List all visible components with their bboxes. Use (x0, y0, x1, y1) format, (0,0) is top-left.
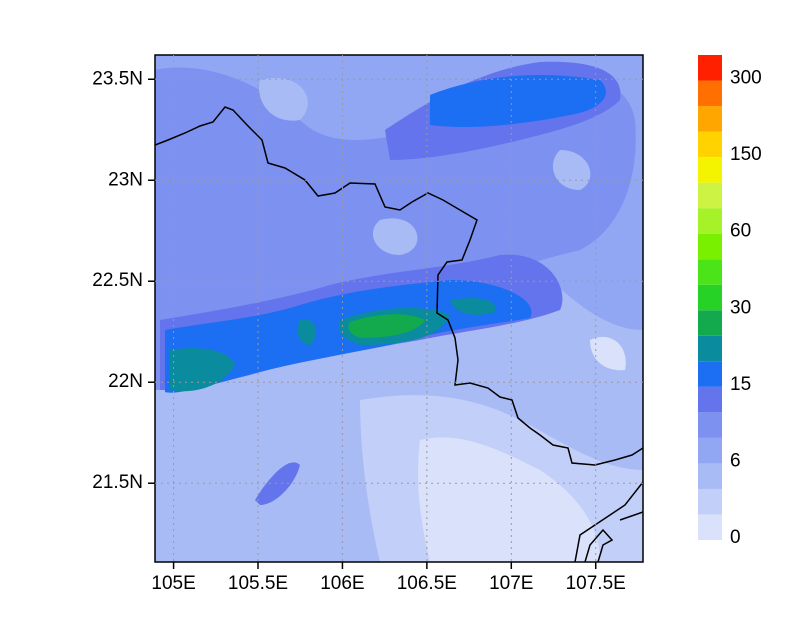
y-tick-label: 22N (108, 371, 143, 392)
y-tick-label: 21.5N (92, 472, 143, 493)
colorbar-box (698, 310, 722, 336)
colorbar-label: 150 (730, 144, 762, 165)
colorbar-box (698, 157, 722, 183)
colorbar-box (698, 335, 722, 362)
x-tick-label: 107E (489, 573, 533, 594)
colorbar-box (698, 361, 722, 387)
colorbar-box (698, 412, 722, 438)
borders (155, 106, 643, 562)
x-tick-label: 105E (151, 573, 195, 594)
colorbar-box (698, 131, 722, 158)
colorbar-label: 0 (730, 527, 741, 548)
y-tick-label: 22.5N (92, 270, 143, 291)
plot-frame (154, 54, 644, 563)
colorbar-box (698, 463, 722, 489)
colorbar-box (698, 80, 722, 107)
precipitation-field (155, 55, 643, 562)
colorbar-box (698, 106, 722, 132)
x-tick-label: 106E (320, 573, 364, 594)
colorbar-box (698, 55, 722, 81)
colorbar-box (698, 514, 722, 540)
colorbar-box (698, 284, 722, 311)
colorbar-label: 30 (730, 297, 751, 318)
colorbar-box (698, 259, 722, 285)
y-tick-label: 23.5N (92, 68, 143, 89)
colorbar-label: 6 (730, 450, 741, 471)
y-tick-label: 23N (108, 169, 143, 190)
x-tick-label: 107.5E (566, 573, 626, 594)
colorbar-label: 60 (730, 221, 751, 242)
x-tick-label: 106.5E (397, 573, 457, 594)
colorbar-box (698, 386, 722, 413)
colorbar-box (698, 233, 722, 260)
colorbar-label: 15 (730, 374, 751, 395)
colorbar-box (698, 208, 722, 234)
colorbar-box (698, 488, 722, 515)
colorbar-box (698, 437, 722, 464)
colorbar-label: 300 (730, 68, 762, 89)
colorbar-box (698, 182, 722, 209)
x-tick-label: 105.5E (228, 573, 288, 594)
